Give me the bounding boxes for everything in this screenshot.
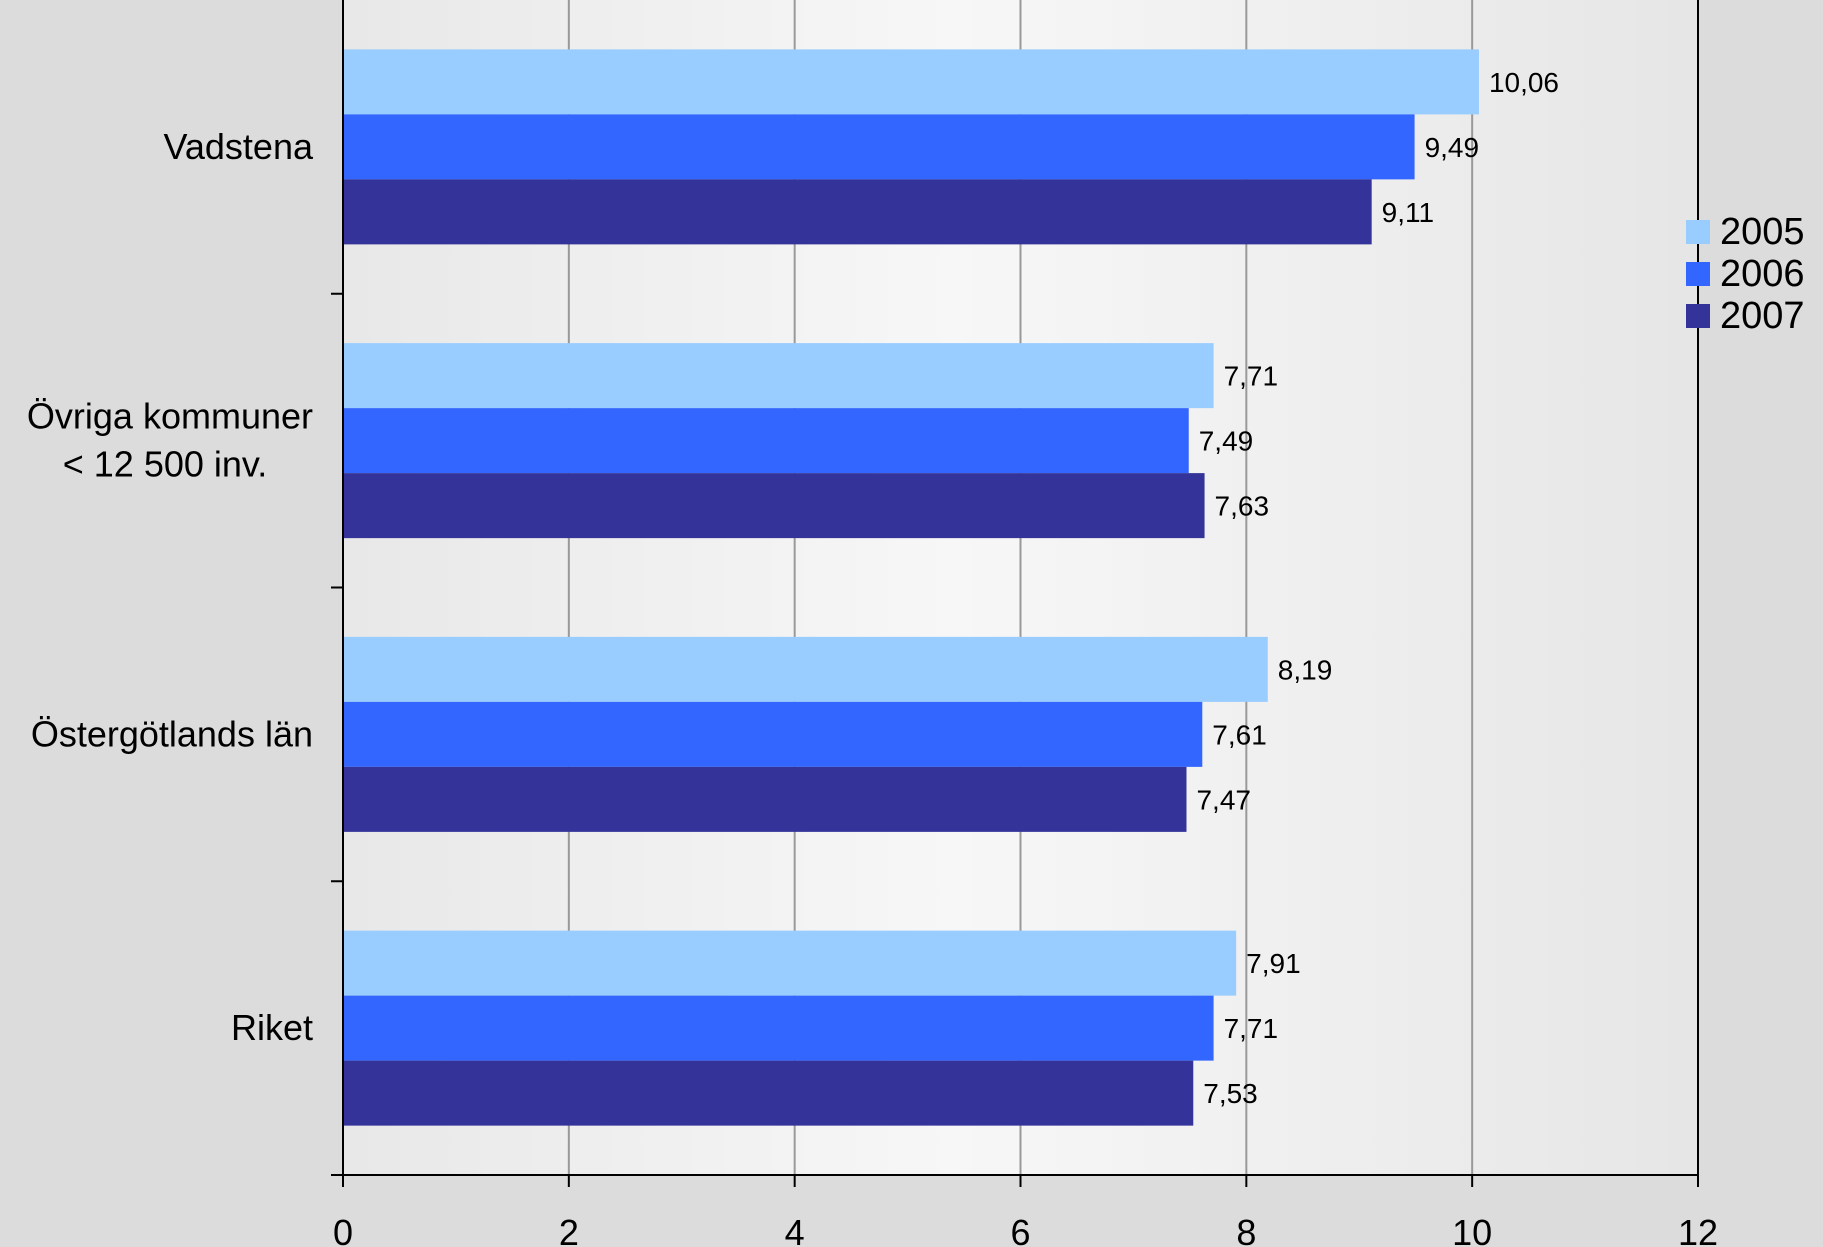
bar — [343, 766, 1187, 832]
legend-label: 2006 — [1720, 253, 1805, 295]
data-label: 7,63 — [1215, 491, 1270, 522]
category-label: Övriga kommuner — [27, 396, 313, 437]
data-label: 7,71 — [1224, 361, 1279, 392]
data-label: 10,06 — [1489, 67, 1559, 98]
bar — [343, 114, 1415, 180]
x-tick-label: 0 — [333, 1212, 353, 1247]
data-label: 7,91 — [1246, 948, 1301, 979]
bar — [343, 930, 1237, 996]
bar — [343, 408, 1189, 474]
bar — [343, 473, 1205, 539]
legend-label: 2005 — [1720, 211, 1805, 253]
bar — [343, 49, 1479, 115]
labels: 10,06 9,49 9,11 Vadstena 7,71 7,49 7,63 Övriga … — [27, 67, 1718, 1247]
bar — [343, 343, 1214, 409]
x-tick-label: 2 — [559, 1212, 579, 1247]
bar — [343, 701, 1203, 767]
x-tick-label: 4 — [785, 1212, 805, 1247]
data-label: 7,71 — [1224, 1013, 1279, 1044]
category-label: Vadstena — [164, 126, 314, 167]
category-label: < 12 500 inv. — [63, 444, 268, 485]
data-label: 7,53 — [1203, 1078, 1258, 1109]
x-tick-label: 8 — [1236, 1212, 1256, 1247]
x-tick-label: 10 — [1452, 1212, 1492, 1247]
data-label: 9,49 — [1425, 132, 1480, 163]
legend-swatch — [1686, 262, 1710, 286]
data-label: 7,47 — [1196, 784, 1251, 815]
bar — [343, 636, 1268, 702]
bar — [343, 179, 1372, 245]
axes — [331, 0, 1699, 1187]
data-label: 8,19 — [1278, 654, 1333, 685]
legend-swatch — [1686, 220, 1710, 244]
bars — [343, 49, 1479, 1126]
bar — [343, 995, 1214, 1061]
bar — [343, 1060, 1194, 1126]
data-label: 9,11 — [1382, 197, 1434, 228]
x-tick-label: 12 — [1678, 1212, 1718, 1247]
category-label: Östergötlands län — [31, 713, 313, 754]
x-tick-label: 6 — [1010, 1212, 1030, 1247]
data-label: 7,61 — [1212, 719, 1267, 750]
legend-label: 2007 — [1720, 295, 1805, 337]
data-label: 7,49 — [1199, 426, 1254, 457]
category-label: Riket — [231, 1007, 313, 1048]
legend-swatch — [1686, 304, 1710, 328]
